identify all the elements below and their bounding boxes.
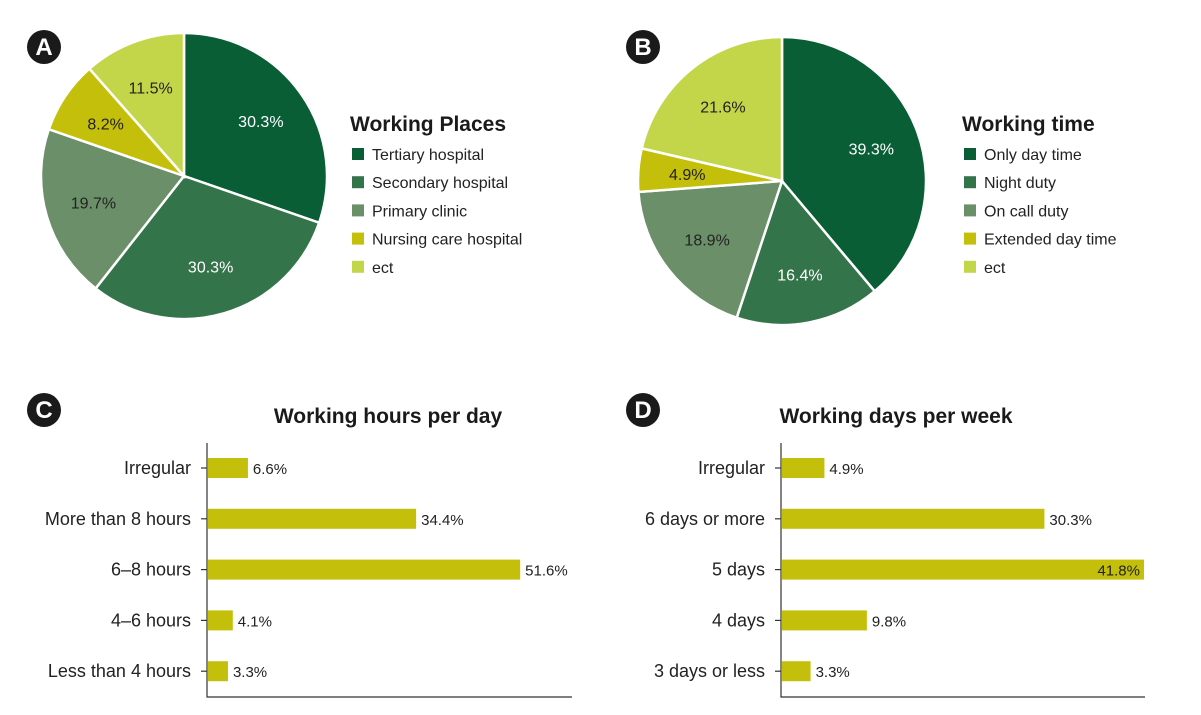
legend-swatch-night-duty: [964, 176, 976, 189]
bar-value-label: 41.8%: [1097, 563, 1140, 580]
legend-label-night-duty: Night duty: [984, 175, 1056, 192]
pie-slice-ect: [87, 31, 186, 180]
bar-6-days-or-more: [782, 508, 1045, 529]
axis-lines: [780, 443, 1145, 698]
category-label-more-than-8-hours: More than 8 hours: [45, 509, 191, 529]
legend-title: Working time: [962, 113, 1095, 136]
legend-swatch-tertiary-hospital: [352, 148, 364, 160]
bar-value-label: 34.4%: [421, 512, 464, 529]
category-label-4-6-hours: 4–6 hours: [111, 610, 191, 630]
legend-b: Working time Only day time Night duty On ca…: [962, 113, 1117, 277]
bar-4-6-hours: [208, 610, 233, 631]
slice-value-label: 8.2%: [87, 116, 123, 133]
pie-slice-secondary-hospital: [93, 174, 321, 321]
legend-swatch-only-day-time: [964, 148, 976, 160]
legend-swatch-extended-day-time: [964, 232, 976, 245]
panel-letter: C: [35, 397, 52, 424]
legend-label-tertiary-hospital: Tertiary hospital: [372, 147, 484, 164]
legend-label-extended-day-time: Extended day time: [984, 232, 1117, 249]
bar-less-than-4-hours: [208, 661, 228, 682]
panel-badge-circle: [27, 393, 61, 427]
bar-chart-d: Working days per week Irregular 4.9% 6 days…: [645, 405, 1145, 698]
category-label-6-days-or-more: 6 days or more: [645, 509, 765, 529]
panel-letter: A: [35, 34, 52, 61]
slice-value-label: 30.3%: [188, 260, 233, 277]
panel-badge-d: D: [626, 393, 660, 427]
slice-value-label: 11.5%: [129, 81, 173, 98]
bar-6-8-hours: [208, 559, 521, 580]
legend-swatch-on-call-duty: [964, 204, 976, 217]
legend-swatch-nursing-care-hospital: [352, 232, 364, 245]
bar-value-label: 51.6%: [525, 563, 568, 580]
slice-value-label: 18.9%: [684, 233, 729, 250]
category-label-6-8-hours: 6–8 hours: [111, 560, 191, 580]
legend-swatch-primary-clinic: [352, 204, 364, 217]
category-label-less-than-4-hours: Less than 4 hours: [48, 661, 191, 681]
bar-3-days-or-less: [782, 661, 811, 682]
slice-value-label: 39.3%: [849, 141, 894, 158]
slice-value-label: 21.6%: [700, 100, 745, 117]
bar-value-label: 3.3%: [233, 664, 267, 681]
bar-irregular: [208, 458, 248, 478]
bar-5-days: [782, 559, 1144, 580]
legend-swatch-secondary-hospital: [352, 176, 364, 189]
slice-value-label: 30.3%: [238, 114, 283, 131]
pie-slice-only-day-time: [780, 35, 928, 293]
bar-irregular: [782, 458, 825, 478]
chart-title: Working days per week: [779, 405, 1012, 428]
category-label-irregular: Irregular: [698, 458, 765, 478]
legend-label-only-day-time: Only day time: [984, 147, 1082, 164]
panel-badge-circle: [626, 30, 660, 64]
bar-value-label: 4.1%: [238, 613, 272, 630]
pie-slice-on-call-duty: [637, 179, 784, 320]
slice-value-label: 19.7%: [71, 196, 116, 213]
pie-slice-tertiary-hospital: [182, 31, 329, 225]
bar-value-label: 3.3%: [816, 664, 850, 681]
bar-value-label: 6.6%: [253, 461, 287, 478]
panel-badge-circle: [27, 30, 61, 64]
category-label-5-days: 5 days: [712, 560, 765, 580]
legend-label-primary-clinic: Primary clinic: [372, 203, 467, 220]
legend-swatch-ect: [352, 260, 364, 273]
bar-more-than-8-hours: [208, 508, 417, 529]
legend-label-on-call-duty: On call duty: [984, 203, 1068, 220]
legend-title: Working Places: [350, 113, 506, 136]
panel-badge-a: A: [27, 30, 61, 64]
bar-value-label: 30.3%: [1049, 512, 1092, 529]
bar-chart-c: Working hours per day Irregular 6.6% More t…: [45, 405, 572, 698]
slice-value-label: 4.9%: [669, 167, 705, 184]
legend-swatch-ect: [964, 260, 976, 273]
axis-lines: [206, 443, 572, 698]
legend-label-ect: ect: [372, 260, 394, 277]
bar-value-label: 4.9%: [829, 461, 863, 478]
legend-label-secondary-hospital: Secondary hospital: [372, 175, 508, 192]
legend-label-ect: ect: [984, 260, 1006, 277]
bar-value-label: 9.8%: [872, 613, 906, 630]
panel-badge-c: C: [27, 393, 61, 427]
panel-badge-b: B: [626, 30, 660, 64]
pie-chart-a: 30.3% 30.3% 19.7% 8.2% 11.5%: [39, 31, 329, 321]
legend-a: Working Places Tertiary hospital Secondary…: [350, 113, 522, 277]
category-label-4-days: 4 days: [712, 610, 765, 630]
pie-slice-primary-clinic: [39, 127, 187, 291]
chart-title: Working hours per day: [274, 405, 503, 428]
category-label-3-days-or-less: 3 days or less: [654, 661, 765, 681]
legend-label-nursing-care-hospital: Nursing care hospital: [372, 232, 522, 249]
category-label-irregular: Irregular: [124, 458, 191, 478]
slice-value-label: 16.4%: [777, 267, 822, 284]
panel-badge-circle: [626, 393, 660, 427]
panel-letter: B: [634, 34, 651, 61]
pie-chart-b: 39.3% 16.4% 18.9% 4.9% 21.6%: [636, 35, 928, 327]
panel-letter: D: [634, 397, 651, 424]
bar-4-days: [782, 610, 867, 631]
pie-slice-ect: [640, 35, 784, 183]
